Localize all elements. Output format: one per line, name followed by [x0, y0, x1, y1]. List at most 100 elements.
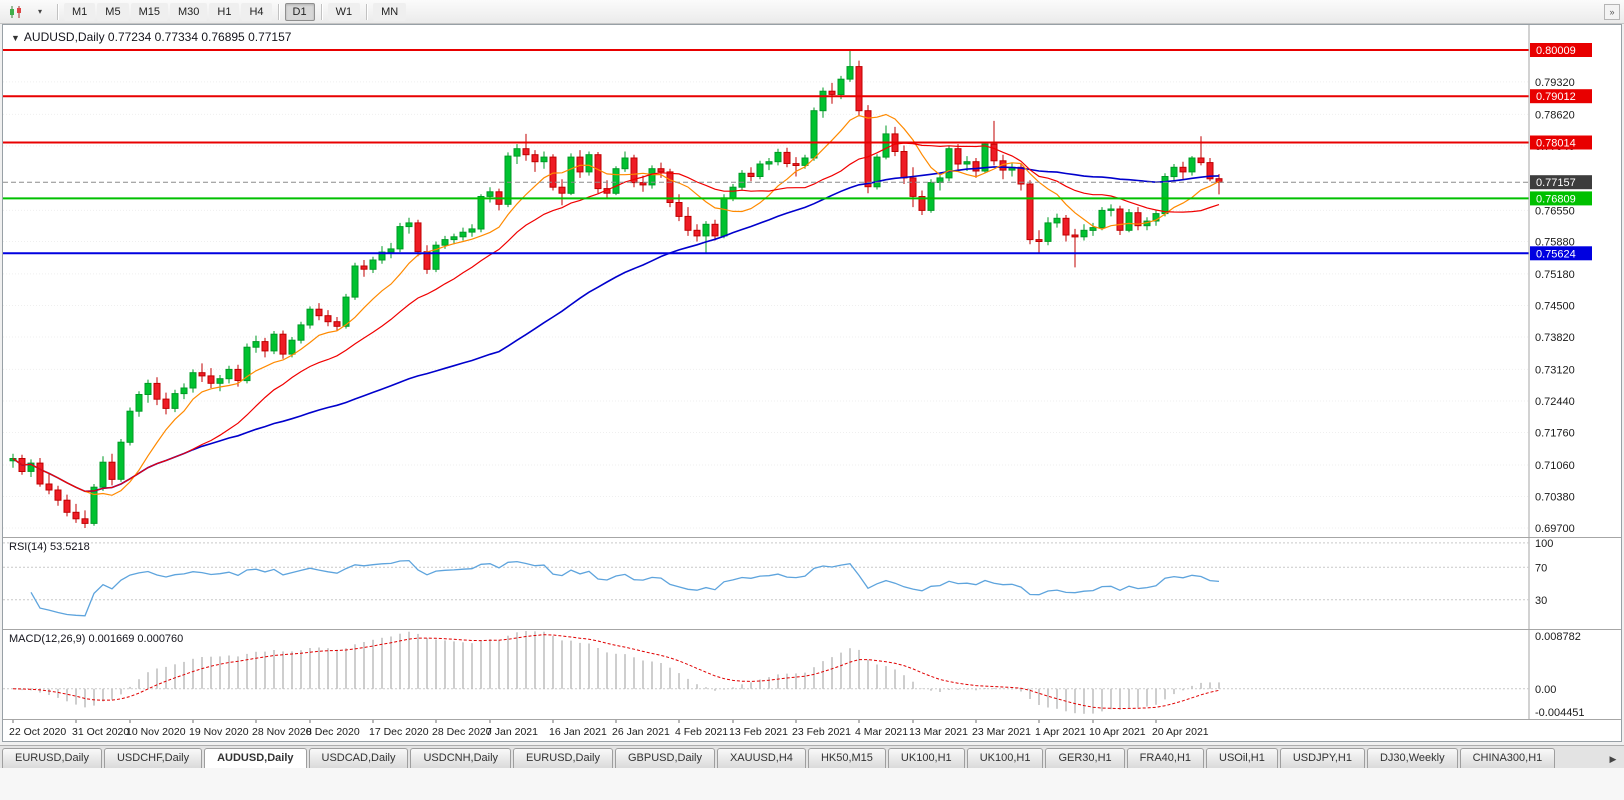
macd-axis-label: -0.004451 [1535, 707, 1585, 719]
current-price-tag-label: 0.77157 [1536, 177, 1576, 189]
date-axis-label: 13 Feb 2021 [729, 726, 788, 738]
timeframe-button-m1[interactable]: M1 [64, 2, 96, 21]
toolbar-overflow-button[interactable]: » [1604, 4, 1620, 20]
toolbar-separator [277, 3, 279, 20]
level-price-tag [1530, 191, 1592, 206]
tab-chart-16[interactable]: DJ30,Weekly [1366, 748, 1458, 768]
tab-chart-9[interactable]: HK50,M15 [807, 748, 886, 768]
date-axis-label: 8 Dec 2020 [306, 726, 360, 738]
level-price-tag [1530, 43, 1592, 57]
chart-type-caret-icon[interactable]: ▾ [37, 7, 42, 16]
tab-chart-1[interactable]: EURUSD,Daily [2, 748, 102, 768]
ma-line-9 [12, 113, 1220, 496]
tab-chart-13[interactable]: FRA40,H1 [1126, 748, 1205, 768]
tab-chart-8[interactable]: XAUUSD,H4 [716, 748, 806, 768]
tab-chart-6[interactable]: EURUSD,Daily [513, 748, 613, 768]
level-price-tag-label: 0.79012 [1536, 91, 1576, 103]
price-axis-label: 0.72440 [1535, 396, 1575, 408]
date-axis-label: 16 Jan 2021 [549, 726, 607, 738]
timeframe-button-h1[interactable]: H1 [209, 2, 240, 21]
tab-chart-11[interactable]: UK100,H1 [966, 748, 1044, 768]
date-axis-label: 22 Oct 2020 [9, 726, 66, 738]
macd-signal-line [12, 634, 1220, 710]
price-axis-label: 0.71060 [1535, 460, 1575, 472]
level-price-tag-label: 0.76809 [1536, 193, 1576, 205]
date-axis-label: 10 Nov 2020 [126, 726, 186, 738]
date-axis-label: 26 Jan 2021 [612, 726, 670, 738]
price-axis-label: 0.75880 [1535, 237, 1575, 249]
rsi-line [30, 559, 1220, 617]
date-axis-label: 4 Mar 2021 [855, 726, 908, 738]
tab-chart-12[interactable]: GER30,H1 [1045, 748, 1125, 768]
date-axis-label: 23 Mar 2021 [972, 726, 1031, 738]
timeframe-button-h4[interactable]: H4 [241, 2, 272, 21]
bottom-strip [0, 768, 1624, 800]
macd-axis-label: 0.00 [1535, 684, 1556, 696]
rsi-axis-label: 100 [1535, 538, 1553, 550]
timeframe-button-m5[interactable]: M5 [97, 2, 129, 21]
tab-chart-17[interactable]: CHINA300,H1 [1459, 748, 1556, 768]
date-axis-label: 31 Oct 2020 [72, 726, 129, 738]
tab-chart-4[interactable]: USDCAD,Daily [308, 748, 409, 768]
date-axis-label: 20 Apr 2021 [1152, 726, 1209, 738]
timeframe-button-w1[interactable]: W1 [327, 2, 361, 21]
chart-title-text: AUDUSD,Daily 0.77234 0.77334 0.76895 0.7… [23, 30, 292, 44]
current-price-tag [1530, 175, 1592, 190]
level-price-tag [1530, 135, 1592, 150]
timeframe-button-d1[interactable]: D1 [284, 2, 315, 21]
date-axis-label: 28 Nov 2020 [252, 726, 312, 738]
tab-chart-3-active[interactable]: AUDUSD,Daily [204, 748, 307, 768]
date-axis-label: 13 Mar 2021 [909, 726, 968, 738]
date-axis-label: 17 Dec 2020 [369, 726, 429, 738]
toolbar-separator [320, 3, 322, 20]
tab-chart-7[interactable]: GBPUSD,Daily [615, 748, 715, 768]
price-axis-label: 0.70380 [1535, 492, 1575, 504]
chart-ohlc-title: ▼ AUDUSD,Daily 0.77234 0.77334 0.76895 0.… [11, 30, 291, 44]
macd-histogram [21, 631, 1220, 714]
date-axis-label: 7 Jan 2021 [486, 726, 538, 738]
price-axis-label: 0.73820 [1535, 332, 1575, 344]
top-toolbar: ▾ M1 M5 M15 M30 H1 H4 D1 W1 MN » [0, 0, 1624, 24]
level-price-tag [1530, 246, 1592, 261]
rsi-indicator-label: RSI(14) 53.5218 [9, 541, 90, 553]
chart-canvas[interactable]: 0.793200.786200.779400.765500.758800.751… [3, 25, 1621, 741]
date-axis-label: 19 Nov 2020 [189, 726, 249, 738]
price-axis-label: 0.71760 [1535, 428, 1575, 440]
tab-chart-14[interactable]: USOil,H1 [1206, 748, 1278, 768]
price-axis-label: 0.76550 [1535, 205, 1575, 217]
rsi-axis-label: 70 [1535, 562, 1547, 574]
price-axis-label: 0.69700 [1535, 523, 1575, 535]
level-price-tag-label: 0.75624 [1536, 248, 1576, 260]
tab-chart-5[interactable]: USDCNH,Daily [410, 748, 512, 768]
date-axis-label: 4 Feb 2021 [675, 726, 728, 738]
price-axis-label: 0.79320 [1535, 77, 1575, 89]
timeframe-button-mn[interactable]: MN [373, 2, 407, 21]
date-axis-label: 23 Feb 2021 [792, 726, 851, 738]
tab-chart-15[interactable]: USDJPY,H1 [1279, 748, 1365, 768]
macd-axis-label: 0.008782 [1535, 631, 1581, 643]
tab-chart-2[interactable]: USDCHF,Daily [103, 748, 203, 768]
date-axis-label: 28 Dec 2020 [432, 726, 492, 738]
ma-line-55 [12, 166, 1220, 493]
date-axis-label: 10 Apr 2021 [1089, 726, 1146, 738]
price-axis-label: 0.73120 [1535, 364, 1575, 376]
timeframe-button-m15[interactable]: M15 [130, 2, 168, 21]
candle-bodies [9, 66, 1223, 524]
timeframe-button-m30[interactable]: M30 [169, 2, 208, 21]
ma-line-20 [12, 142, 1220, 492]
price-axis-label: 0.74500 [1535, 301, 1575, 313]
toolbar-separator [366, 3, 368, 20]
chart-type-icon[interactable] [5, 3, 27, 21]
rsi-axis-label: 30 [1535, 595, 1547, 607]
price-axis-label: 0.75180 [1535, 269, 1575, 281]
tab-scroll-right-icon[interactable]: ▶ [1609, 754, 1617, 764]
chart-window: ▼ AUDUSD,Daily 0.77234 0.77334 0.76895 0.… [2, 24, 1622, 742]
level-price-tag-label: 0.80009 [1536, 45, 1576, 57]
tab-chart-10[interactable]: UK100,H1 [887, 748, 965, 768]
candle-wicks [12, 50, 1220, 528]
level-price-tag-label: 0.78014 [1536, 138, 1576, 150]
collapse-icon[interactable]: ▼ [11, 33, 20, 43]
date-axis-label: 1 Apr 2021 [1035, 726, 1086, 738]
chart-tab-bar: EURUSD,Daily USDCHF,Daily AUDUSD,Daily U… [0, 745, 1624, 768]
level-price-tag [1530, 89, 1592, 104]
